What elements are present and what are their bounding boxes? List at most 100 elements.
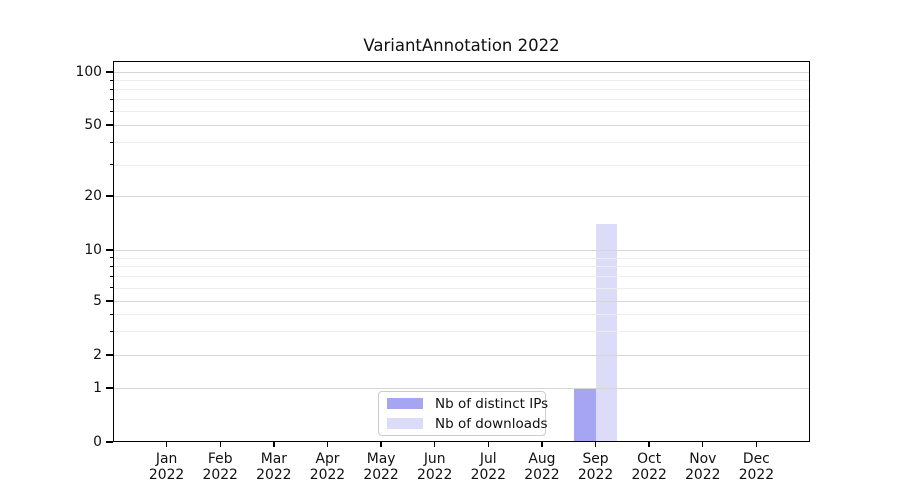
gridline-minor	[113, 314, 810, 316]
x-tick-month: Sep	[582, 451, 609, 467]
gridline-major	[113, 355, 810, 356]
y-tick-label: 2	[93, 347, 102, 363]
chart-title: VariantAnnotation 2022	[363, 36, 560, 55]
gridline-minor	[113, 331, 810, 333]
x-tick-year: 2022	[631, 466, 667, 483]
x-tick-mark	[219, 442, 221, 447]
gridline-major	[113, 196, 810, 197]
x-tick-label: May 2022	[336, 451, 426, 483]
x-tick-mark	[648, 442, 650, 447]
gridline-major	[113, 125, 810, 126]
gridline-minor	[113, 142, 810, 144]
x-tick-mark	[273, 442, 275, 447]
gridline-major	[113, 72, 810, 73]
gridline-minor	[113, 257, 810, 259]
bar-downloads	[595, 223, 618, 442]
y-minor-tick-mark	[109, 275, 113, 277]
gridline-minor	[113, 80, 810, 82]
x-tick-year: 2022	[148, 466, 185, 483]
y-minor-tick-mark	[109, 110, 113, 112]
x-tick-label: Sep 2022	[551, 451, 641, 483]
x-tick-mark	[326, 442, 329, 447]
gridline-minor	[113, 287, 810, 289]
gridline-minor	[113, 276, 810, 278]
gridline-minor	[113, 89, 810, 91]
x-tick-mark	[594, 442, 597, 447]
y-tick-mark	[106, 441, 113, 443]
y-tick-label: 5	[93, 293, 102, 309]
y-minor-tick-mark	[109, 287, 113, 289]
x-tick-label: Dec 2022	[711, 451, 801, 483]
y-tick-mark	[106, 124, 113, 126]
x-tick-mark	[755, 442, 758, 447]
y-minor-tick-mark	[109, 257, 113, 259]
legend: Nb of distinct IPs Nb of downloads	[378, 391, 548, 436]
legend-entry-downloads: Nb of downloads	[387, 416, 548, 432]
gridline-major	[113, 250, 810, 251]
x-tick-label: Nov 2022	[658, 451, 748, 483]
x-tick-label: Mar 2022	[229, 451, 319, 483]
x-tick-month: May	[366, 451, 396, 467]
y-tick-mark	[106, 354, 113, 356]
x-tick-month: Jun	[423, 451, 446, 467]
y-minor-tick-mark	[109, 313, 113, 315]
x-tick-label: Oct 2022	[604, 451, 694, 483]
x-tick-year: 2022	[738, 466, 775, 483]
x-tick-year: 2022	[577, 466, 614, 483]
y-minor-tick-mark	[109, 164, 113, 166]
x-tick-month: Feb	[207, 451, 233, 467]
x-tick-month: Dec	[742, 451, 770, 467]
x-tick-mark	[487, 442, 489, 447]
y-minor-tick-mark	[109, 98, 113, 100]
x-tick-month: Jan	[155, 451, 178, 467]
legend-swatch-distinct-ips	[387, 398, 423, 409]
x-tick-year: 2022	[363, 466, 399, 483]
y-tick-label: 0	[93, 434, 102, 450]
y-tick-label: 10	[84, 242, 102, 258]
x-tick-mark	[541, 442, 543, 447]
x-tick-month: Nov	[689, 451, 717, 467]
gridline-minor	[113, 99, 810, 101]
plot-area	[113, 61, 810, 442]
x-tick-year: 2022	[470, 466, 506, 483]
x-tick-month: Apr	[315, 451, 340, 467]
y-minor-tick-mark	[109, 330, 113, 332]
y-tick-mark	[106, 387, 113, 389]
x-tick-label: Jan 2022	[122, 451, 212, 483]
x-tick-month: Oct	[637, 451, 662, 467]
y-tick-mark	[106, 71, 113, 73]
legend-entry-distinct-ips: Nb of distinct IPs	[387, 396, 548, 412]
bar-distinct-ips	[574, 388, 596, 442]
y-tick-mark	[106, 249, 113, 251]
x-tick-month: Mar	[260, 451, 287, 467]
y-tick-mark	[106, 195, 113, 197]
x-tick-mark	[165, 442, 168, 447]
gridline-minor	[113, 111, 810, 113]
x-tick-mark	[433, 442, 436, 447]
y-tick-mark	[106, 300, 113, 302]
x-tick-mark	[380, 442, 382, 447]
x-tick-year: 2022	[685, 466, 721, 483]
y-tick-label: 20	[84, 188, 102, 204]
x-tick-month: Aug	[528, 451, 556, 467]
legend-label-distinct-ips: Nb of distinct IPs	[435, 395, 549, 412]
x-tick-label: Apr 2022	[282, 451, 372, 483]
gridline-minor	[113, 164, 810, 166]
y-minor-tick-mark	[109, 88, 113, 90]
y-minor-tick-mark	[109, 79, 113, 81]
x-tick-label: Feb 2022	[175, 451, 265, 483]
y-tick-label: 1	[93, 380, 102, 396]
y-minor-tick-mark	[109, 265, 113, 267]
x-tick-label: Jul 2022	[443, 451, 533, 483]
x-tick-year: 2022	[202, 466, 238, 483]
x-tick-label: Jun 2022	[390, 451, 480, 483]
legend-swatch-downloads	[387, 418, 423, 429]
x-tick-year: 2022	[417, 466, 453, 483]
gridline-major	[113, 388, 810, 389]
x-tick-year: 2022	[309, 466, 346, 483]
x-tick-label: Aug 2022	[497, 451, 587, 483]
gridline-minor	[113, 266, 810, 268]
gridline-major	[113, 301, 810, 302]
legend-label-downloads: Nb of downloads	[435, 415, 548, 432]
